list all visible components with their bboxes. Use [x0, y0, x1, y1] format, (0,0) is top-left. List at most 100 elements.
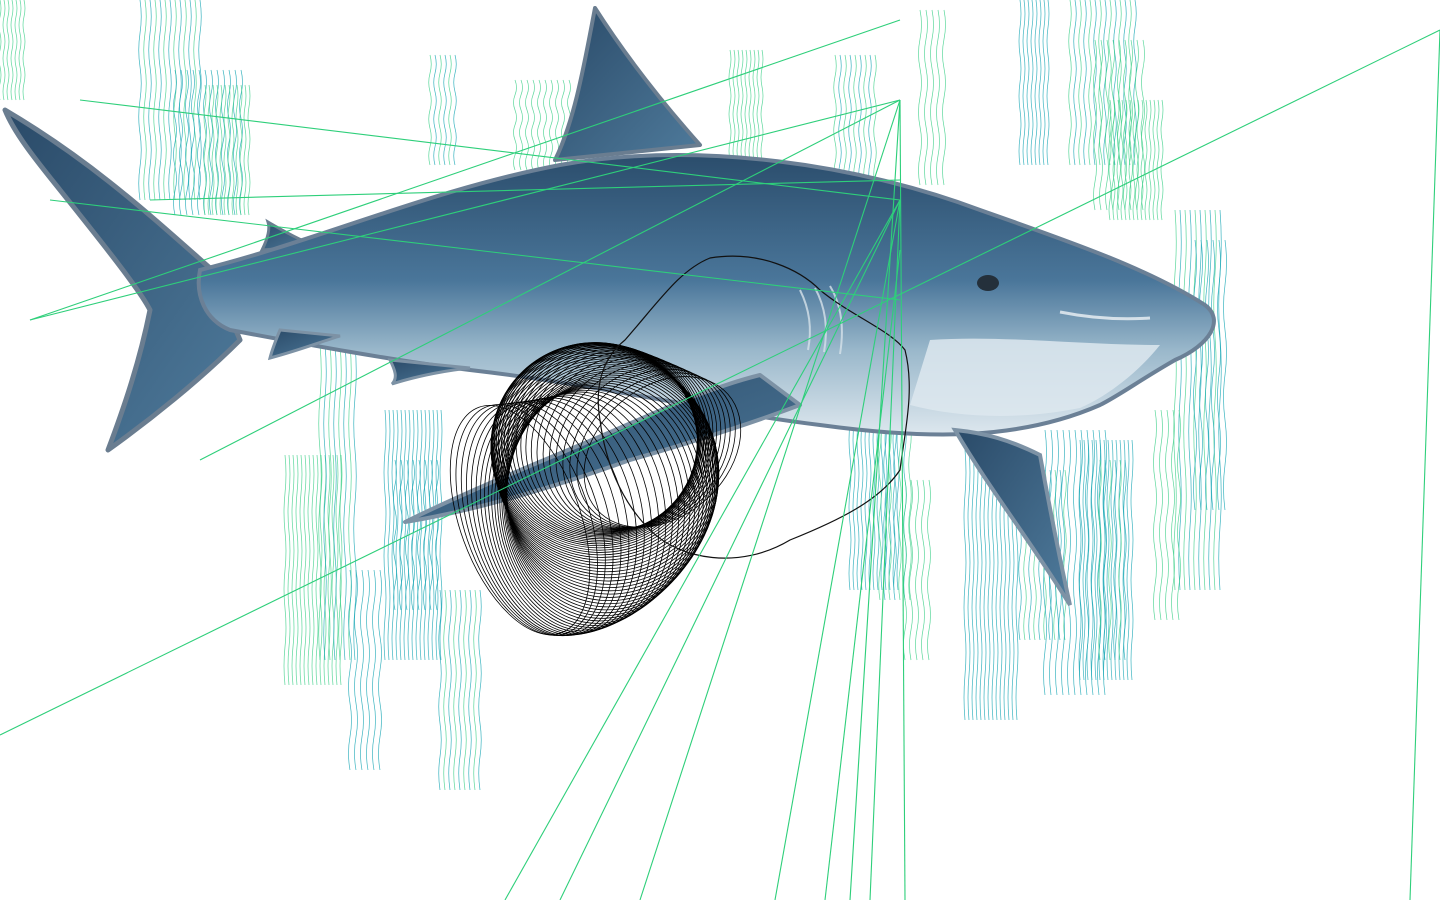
wave-strand — [1141, 39, 1145, 211]
wave-strand — [239, 84, 243, 216]
ray-line — [504, 199, 901, 900]
wave-strand — [1046, 0, 1050, 166]
shark-mouth — [1059, 310, 1151, 321]
wave-strand — [908, 419, 912, 601]
wave-strand — [391, 409, 395, 661]
wave-strand — [1038, 0, 1042, 166]
wave-strand — [898, 419, 902, 601]
wave-strand — [878, 419, 882, 601]
loop-curve — [501, 388, 685, 624]
wave-strand — [525, 79, 529, 171]
wave-strand — [318, 344, 322, 661]
wave-strand — [1103, 0, 1107, 166]
wave-strand — [366, 569, 370, 771]
wave-strand — [478, 589, 482, 791]
wave-strand — [1098, 459, 1102, 661]
wave-strand — [1018, 0, 1022, 166]
wave-strand — [1083, 0, 1087, 166]
wave-strand — [399, 459, 403, 611]
wave-strand — [833, 54, 837, 186]
wave-strand — [211, 84, 215, 216]
wave-strand — [431, 409, 435, 661]
shark-dorsal-fin — [553, 6, 702, 162]
loop-curve — [495, 354, 716, 573]
wave-strand — [338, 344, 342, 661]
wave-strand — [519, 79, 523, 171]
wave-strand — [138, 0, 142, 201]
wave-strand — [1183, 209, 1187, 591]
wave-strand — [1078, 0, 1082, 166]
loop-curve — [460, 403, 606, 636]
wave-strand — [435, 459, 439, 611]
wave-strand — [438, 589, 442, 791]
wave-strand — [1034, 0, 1038, 166]
wave-strand — [22, 0, 26, 101]
wave-strand — [243, 84, 247, 216]
wave-strand — [543, 79, 547, 171]
wave-strand — [1128, 0, 1132, 166]
wave-strand — [1090, 439, 1094, 681]
ray-line — [899, 99, 906, 900]
loop-curve — [536, 353, 711, 531]
wave-strand — [1117, 39, 1121, 211]
wave-strand — [448, 54, 452, 166]
wave-strand — [1082, 439, 1086, 681]
wave-strand — [1063, 469, 1067, 641]
wave-strand — [1113, 459, 1117, 661]
wave-strand — [848, 54, 852, 186]
wave-strand — [1093, 39, 1097, 211]
wave-strand — [1208, 209, 1212, 591]
wave-strand — [883, 419, 887, 601]
wave-strand — [1126, 439, 1130, 681]
wave-strand — [411, 459, 415, 611]
ray-line — [774, 199, 901, 900]
wave-strand — [1088, 0, 1092, 166]
wave-strand — [1091, 429, 1095, 696]
wave-strand — [439, 409, 443, 661]
wave-strand — [323, 344, 327, 661]
wave-strand — [1177, 409, 1181, 621]
wave-strand — [383, 409, 387, 661]
wave-strand — [1106, 439, 1110, 681]
ray-line — [849, 99, 901, 900]
loop-curve — [511, 345, 700, 535]
wave-strand — [942, 9, 946, 186]
ray-line — [199, 99, 901, 461]
wave-strand — [423, 459, 427, 611]
loop-curve — [500, 362, 720, 585]
wave-strand — [197, 69, 201, 216]
wave-strand — [736, 49, 740, 161]
wave-strand — [888, 419, 892, 601]
wave-strand — [1120, 99, 1124, 221]
wave-strand — [333, 344, 337, 661]
loop-curve — [542, 356, 714, 530]
wave-strand — [1073, 0, 1077, 166]
wave-strand — [1118, 459, 1122, 661]
wave-strand — [748, 49, 752, 161]
wave-strand — [453, 54, 457, 166]
wave-strand — [1103, 459, 1107, 661]
wave-strand — [203, 69, 207, 216]
loop-curve — [503, 386, 691, 622]
wave-strand — [360, 569, 364, 771]
wave-strand — [1213, 209, 1217, 591]
wave-strand — [429, 459, 433, 611]
wave-strand — [1199, 239, 1203, 511]
ray-line — [559, 199, 901, 900]
wave-strand — [231, 84, 235, 216]
wave-strand — [458, 589, 462, 791]
wave-strand — [348, 569, 352, 771]
wave-strand — [1203, 209, 1207, 591]
wave-strand — [1123, 0, 1127, 166]
black-outline-contour — [597, 255, 910, 559]
wave-strand — [1116, 99, 1120, 221]
wave-strand — [1132, 99, 1136, 221]
wave-strand — [328, 344, 332, 661]
wave-strand — [307, 454, 311, 686]
wave-strand — [1078, 439, 1082, 681]
wave-strand — [1153, 409, 1157, 621]
wave-strand — [153, 0, 157, 201]
wave-strand — [331, 454, 335, 686]
wave-strand — [235, 84, 239, 216]
